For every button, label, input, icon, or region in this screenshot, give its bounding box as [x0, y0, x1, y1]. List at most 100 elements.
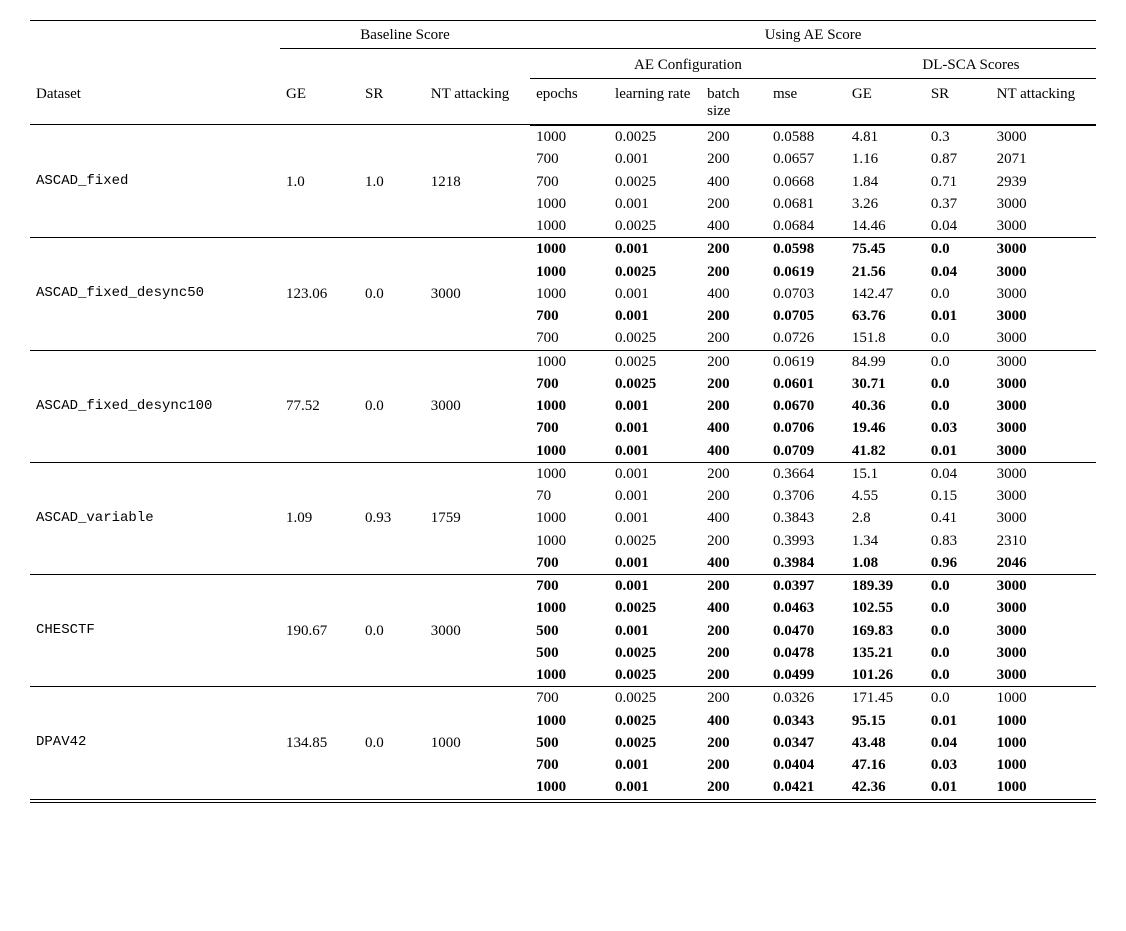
- cell-mse: 0.0326: [767, 687, 846, 709]
- cell-lr: 0.001: [609, 575, 701, 597]
- cell-mse: 0.0404: [767, 754, 846, 776]
- baseline-ge: 1.09: [280, 463, 359, 575]
- cell-ge: 1.84: [846, 171, 925, 193]
- cell-nt: 3000: [991, 305, 1096, 327]
- cell-bs: 200: [701, 776, 767, 799]
- cell-mse: 0.0470: [767, 620, 846, 642]
- cell-epochs: 1000: [530, 215, 609, 238]
- cell-epochs: 1000: [530, 261, 609, 283]
- cell-ge: 47.16: [846, 754, 925, 776]
- cell-lr: 0.0025: [609, 732, 701, 754]
- cell-epochs: 1000: [530, 351, 609, 373]
- cell-mse: 0.0463: [767, 597, 846, 619]
- dataset-name: ASCAD_fixed_desync50: [30, 238, 280, 350]
- hdr-ae-config: AE Configuration: [530, 53, 846, 79]
- cell-mse: 0.0499: [767, 664, 846, 687]
- cell-ge: 1.34: [846, 530, 925, 552]
- cell-bs: 400: [701, 597, 767, 619]
- cell-nt: 2310: [991, 530, 1096, 552]
- cell-lr: 0.001: [609, 148, 701, 170]
- cell-ge: 135.21: [846, 642, 925, 664]
- cell-ge: 14.46: [846, 215, 925, 238]
- hdr-ge2: GE: [846, 82, 925, 125]
- cell-lr: 0.001: [609, 552, 701, 575]
- cell-epochs: 70: [530, 485, 609, 507]
- cell-lr: 0.001: [609, 305, 701, 327]
- cell-epochs: 500: [530, 620, 609, 642]
- cell-epochs: 700: [530, 327, 609, 350]
- cell-ge: 40.36: [846, 395, 925, 417]
- cell-bs: 200: [701, 687, 767, 709]
- cell-epochs: 1000: [530, 440, 609, 463]
- cell-lr: 0.001: [609, 463, 701, 485]
- cell-lr: 0.001: [609, 507, 701, 529]
- cell-ge: 43.48: [846, 732, 925, 754]
- cell-nt: 3000: [991, 485, 1096, 507]
- cell-sr: 0.0: [925, 620, 991, 642]
- baseline-nt: 1218: [425, 126, 530, 238]
- baseline-ge: 123.06: [280, 238, 359, 350]
- cell-ge: 102.55: [846, 597, 925, 619]
- baseline-ge: 190.67: [280, 575, 359, 687]
- table-row: ASCAD_variable1.090.93175910000.0012000.…: [30, 463, 1096, 485]
- cell-ge: 21.56: [846, 261, 925, 283]
- baseline-sr: 0.0: [359, 687, 425, 799]
- cell-mse: 0.0343: [767, 710, 846, 732]
- cell-sr: 0.01: [925, 440, 991, 463]
- cell-nt: 3000: [991, 597, 1096, 619]
- baseline-nt: 3000: [425, 351, 530, 463]
- cell-sr: 0.0: [925, 687, 991, 709]
- cell-nt: 3000: [991, 327, 1096, 350]
- cell-lr: 0.0025: [609, 597, 701, 619]
- cell-nt: 1000: [991, 776, 1096, 799]
- cell-epochs: 700: [530, 552, 609, 575]
- cell-lr: 0.0025: [609, 126, 701, 148]
- cell-sr: 0.04: [925, 732, 991, 754]
- cell-mse: 0.3706: [767, 485, 846, 507]
- dataset-name: ASCAD_fixed: [30, 126, 280, 238]
- baseline-nt: 1759: [425, 463, 530, 575]
- hdr-baseline: Baseline Score: [280, 23, 530, 49]
- cell-nt: 3000: [991, 620, 1096, 642]
- cell-epochs: 700: [530, 417, 609, 439]
- cell-sr: 0.0: [925, 575, 991, 597]
- cell-nt: 1000: [991, 754, 1096, 776]
- cell-bs: 400: [701, 283, 767, 305]
- cell-mse: 0.0703: [767, 283, 846, 305]
- cell-mse: 0.0601: [767, 373, 846, 395]
- cell-nt: 2046: [991, 552, 1096, 575]
- cell-bs: 200: [701, 193, 767, 215]
- cell-ge: 151.8: [846, 327, 925, 350]
- cell-nt: 1000: [991, 687, 1096, 709]
- cell-lr: 0.001: [609, 417, 701, 439]
- cell-ge: 169.83: [846, 620, 925, 642]
- cell-nt: 1000: [991, 710, 1096, 732]
- baseline-nt: 1000: [425, 687, 530, 799]
- cell-ge: 30.71: [846, 373, 925, 395]
- cell-epochs: 700: [530, 171, 609, 193]
- table-row: ASCAD_fixed_desync50123.060.0300010000.0…: [30, 238, 1096, 260]
- hdr-bs: batch size: [701, 82, 767, 125]
- cell-mse: 0.0588: [767, 126, 846, 148]
- cell-nt: 3000: [991, 193, 1096, 215]
- cell-nt: 3000: [991, 440, 1096, 463]
- dataset-name: ASCAD_fixed_desync100: [30, 351, 280, 463]
- cell-mse: 0.3993: [767, 530, 846, 552]
- cell-mse: 0.0706: [767, 417, 846, 439]
- cell-bs: 200: [701, 351, 767, 373]
- hdr-ge1: GE: [280, 82, 359, 125]
- cell-sr: 0.41: [925, 507, 991, 529]
- cell-sr: 0.01: [925, 710, 991, 732]
- cell-epochs: 1000: [530, 507, 609, 529]
- cell-mse: 0.0478: [767, 642, 846, 664]
- baseline-ge: 1.0: [280, 126, 359, 238]
- cell-lr: 0.001: [609, 620, 701, 642]
- cell-mse: 0.3664: [767, 463, 846, 485]
- cell-bs: 200: [701, 126, 767, 148]
- cell-lr: 0.001: [609, 485, 701, 507]
- cell-sr: 0.03: [925, 754, 991, 776]
- cell-nt: 3000: [991, 373, 1096, 395]
- cell-bs: 200: [701, 327, 767, 350]
- table-row: ASCAD_fixed_desync10077.520.0300010000.0…: [30, 351, 1096, 373]
- cell-mse: 0.0726: [767, 327, 846, 350]
